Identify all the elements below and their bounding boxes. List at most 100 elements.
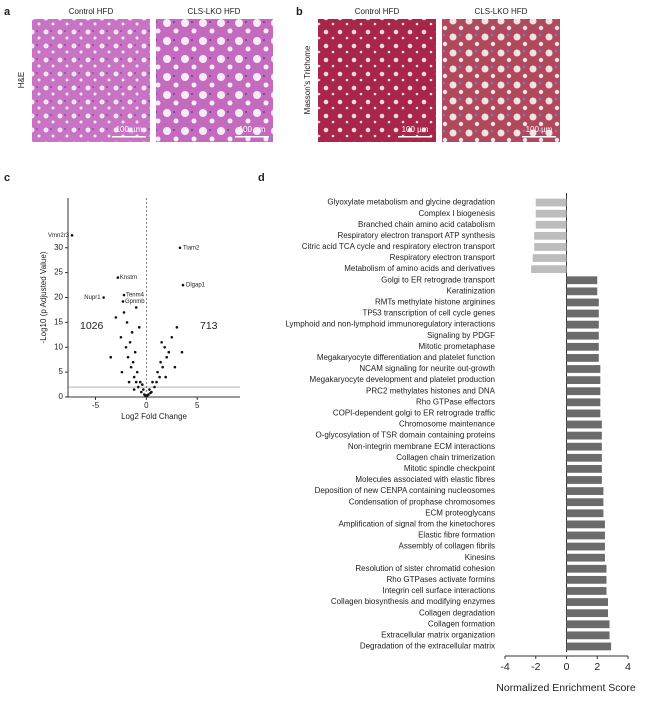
x-tick-label: -5 [92,401,100,410]
bar [566,498,604,507]
point [136,385,140,389]
category-label: Signaling by PDGF [427,331,495,340]
point [144,394,147,397]
micrograph [32,19,150,142]
point [109,355,113,359]
bar [566,354,599,362]
x-tick-label: -4 [500,661,509,673]
point [164,375,168,379]
scale-bars [112,136,556,138]
point [151,380,154,384]
category-label: Respiratory electron transport [390,253,496,262]
category-label: Mitotic spindle checkpoint [404,464,496,473]
stain-label: H&E [17,72,26,88]
point [160,340,163,344]
category-label: O-glycosylation of TSR domain containing… [316,431,496,440]
point [158,375,161,379]
point [129,365,133,369]
panel-letter: a [4,6,11,18]
gene-point [102,296,105,299]
category-label: RMTs methylate histone arginines [375,298,495,307]
category-label: Deposition of new CENPA containing nucle… [315,486,495,495]
category-label: Assembly of collagen fibrils [399,542,495,551]
point [114,316,118,319]
point [180,350,184,354]
bar [566,509,604,518]
gene-point [70,234,74,237]
column-label: CLS-LKO HFD [475,7,528,16]
point [135,370,139,374]
gene-point [181,283,185,287]
y-axis-title: -Log10 (p Adjusted Value) [39,251,48,343]
y-tick-label: 25 [54,268,63,277]
gene-label: Gpnmb [125,299,145,305]
column-label: Control HFD [355,7,400,16]
point [119,336,123,339]
category-label: Rho GTPases activate formins [387,575,495,584]
panel-letter: c [4,172,10,184]
category-label: COPI-dependent golgi to ER retrograde tr… [333,409,495,418]
gene-point [122,293,126,297]
category-label: Glyoxylate metabolism and glycine degrad… [327,198,495,207]
bar [566,376,601,384]
bar [566,276,598,285]
point [147,393,150,396]
scale-label: 100 µm [402,125,429,134]
bar [566,564,607,573]
point [163,345,166,349]
category-label: Degradation of the extracellular matrix [360,642,495,651]
micrograph [318,19,436,142]
column-label: Control HFD [69,7,114,16]
point [127,380,131,384]
category-label: Elastic fibre formation [418,531,495,540]
point [175,326,179,329]
bar [566,553,605,562]
gene-label: Dlgap1 [186,283,206,289]
bar [566,331,599,340]
category-label: Branched chain amino acid catabolism [358,220,495,229]
point [139,390,143,394]
gene-label: Tenm4 [126,293,145,299]
bar [566,409,601,418]
category-label: ECM proteoglycans [425,508,495,517]
x-tick-label: 5 [195,401,200,410]
point [159,360,162,364]
bar [566,598,609,606]
category-label: Complex I biogenesis [419,209,495,218]
point [137,326,141,329]
category-label: Resolution of sister chromatid cohesion [355,564,495,573]
category-label: Lymphoid and non-lymphoid immunoregulato… [285,320,495,329]
category-label: Integrin cell surface interactions [383,586,496,595]
point [128,340,132,344]
bar [566,342,599,351]
category-label: TP53 transcription of cell cycle genes [362,309,495,318]
point [142,388,145,391]
bar [566,620,610,629]
scale-label: 100 µm [526,125,553,134]
bar [566,309,599,318]
point [148,388,151,391]
point [153,385,156,389]
bar [566,420,602,429]
bar [566,442,602,451]
category-label: Keratinization [447,286,495,295]
gene-label: Knstrn [120,275,137,281]
x-tick-label: 2 [594,661,600,673]
category-label: Kinesins [465,553,495,562]
bar [566,365,601,373]
category-label: Collagen biosynthesis and modifying enzy… [331,597,495,606]
bar [566,298,599,307]
panel-letter: d [258,172,265,184]
point [149,391,152,395]
x-tick-label: 4 [625,661,631,673]
point [155,380,158,384]
category-label: Collagen degradation [419,608,495,617]
category-label: PRC2 methylates histones and DNA [366,386,496,395]
gene-label: Vmn2r3 [48,233,70,239]
category-label: NCAM signaling for neurite out-growth [359,364,495,373]
bar [535,198,567,207]
column-label: CLS-LKO HFD [188,7,241,16]
point [124,345,128,349]
point [167,350,171,354]
